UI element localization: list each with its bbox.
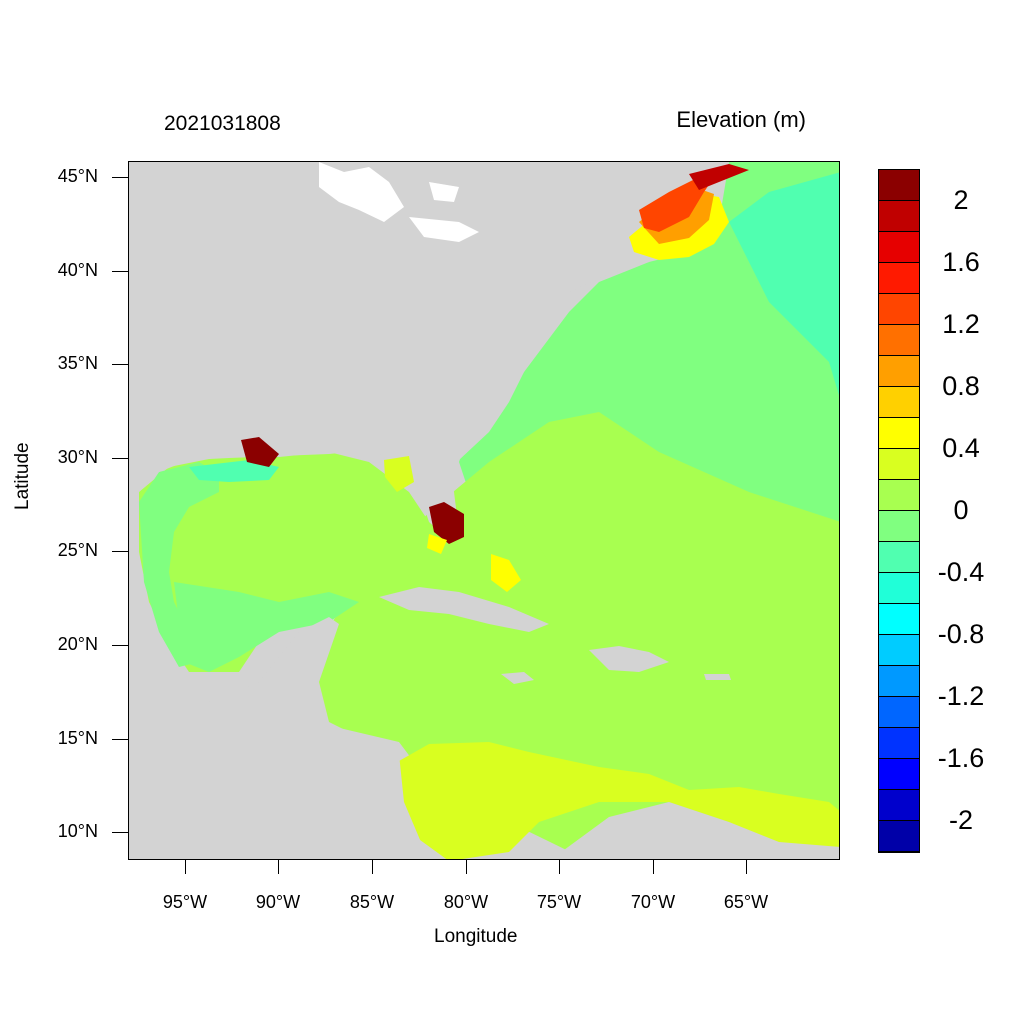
colorbar-segment (879, 542, 919, 573)
xtick-label: 95°W (162, 892, 208, 912)
xtick-mark (372, 860, 373, 874)
xtick-label: 75°W (536, 892, 582, 912)
colorbar-segment (879, 480, 919, 511)
colorbar-label: 0.4 (942, 433, 980, 463)
elevation-map (129, 162, 839, 859)
colorbar-segment (879, 387, 919, 418)
y-axis-label: Latitude (12, 442, 33, 510)
ytick-mark (112, 177, 128, 178)
south-america-coast (551, 802, 839, 859)
ytick-label: 35°N (57, 353, 98, 373)
ytick-mark (112, 645, 128, 646)
xtick-mark (653, 860, 654, 874)
cuba (379, 587, 549, 632)
ytick-label: 30°N (57, 447, 98, 467)
colorbar-segment (879, 232, 919, 263)
x-axis-label: Longitude (434, 926, 518, 947)
colorbar-label: -1.6 (937, 743, 985, 773)
variable-title: Elevation (m) (676, 107, 806, 132)
xtick-label: 70°W (630, 892, 676, 912)
atlantic-east-teal (729, 172, 839, 396)
colorbar-segment (879, 573, 919, 604)
surge-louisiana (241, 437, 279, 467)
timestamp-title: 2021031808 (164, 112, 281, 135)
colorbar-segment (879, 759, 919, 790)
ytick-label: 25°N (57, 540, 98, 560)
ytick-mark (112, 551, 128, 552)
colorbar-segment (879, 728, 919, 759)
surge-gulf-of-maine-dark (689, 164, 749, 190)
colorbar-segment (879, 170, 919, 201)
colorbar-label: -1.2 (937, 681, 985, 711)
puerto-rico (704, 674, 731, 680)
colorbar (878, 169, 920, 853)
colorbar-segment (879, 201, 919, 232)
gulf-shelf-south (174, 582, 359, 672)
ytick-mark (112, 458, 128, 459)
colorbar-segment (879, 356, 919, 387)
surge-south-florida (429, 502, 464, 544)
ytick-mark (112, 364, 128, 365)
xtick-mark (466, 860, 467, 874)
colorbar-label: 0.8 (942, 371, 980, 401)
mexico-central-america (129, 617, 429, 859)
colorbar-label: -0.8 (937, 619, 985, 649)
colorbar-segment (879, 666, 919, 697)
ytick-mark (112, 739, 128, 740)
colorbar-label: -2 (948, 805, 973, 835)
colorbar-segment (879, 697, 919, 728)
western-atlantic-green (489, 412, 839, 642)
surge-fl-keys-yellow (427, 534, 447, 554)
gulf-shelf-west (139, 462, 219, 667)
map-panel[interactable] (128, 161, 840, 860)
colorbar-label: -0.4 (937, 557, 985, 587)
colorbar-segment (879, 790, 919, 821)
surge-bahamas-yellow (491, 554, 521, 592)
great-lakes (319, 162, 479, 242)
colorbar-segment (879, 418, 919, 449)
ytick-label: 40°N (57, 260, 98, 280)
colorbar-label: 2 (953, 185, 969, 215)
xtick-label: 85°W (349, 892, 395, 912)
xtick-label: 90°W (255, 892, 301, 912)
jamaica (501, 672, 534, 684)
hispaniola (589, 646, 669, 672)
ytick-label: 45°N (57, 166, 98, 186)
colorbar-segment (879, 604, 919, 635)
south-caribbean-band (399, 742, 839, 859)
north-america-land (129, 162, 729, 502)
xtick-label: 80°W (443, 892, 489, 912)
colorbar-label: 1.6 (942, 247, 980, 277)
xtick-label: 65°W (723, 892, 769, 912)
colorbar-label: 0 (953, 495, 969, 525)
ytick-label: 10°N (57, 821, 98, 841)
colorbar-segment (879, 635, 919, 666)
ytick-mark (112, 832, 128, 833)
xtick-mark (185, 860, 186, 874)
colorbar-segment (879, 294, 919, 325)
surge-big-bend-yellow (384, 456, 414, 492)
ytick-mark (112, 271, 128, 272)
gulf-shelf-north (189, 460, 279, 482)
xtick-mark (559, 860, 560, 874)
colorbar-segment (879, 511, 919, 542)
ytick-label: 20°N (57, 634, 98, 654)
colorbar-segment (879, 821, 919, 852)
ytick-label: 15°N (57, 728, 98, 748)
xtick-mark (746, 860, 747, 874)
colorbar-label: 1.2 (942, 309, 980, 339)
colorbar-segment (879, 325, 919, 356)
xtick-mark (278, 860, 279, 874)
colorbar-segment (879, 263, 919, 294)
colorbar-segment (879, 449, 919, 480)
